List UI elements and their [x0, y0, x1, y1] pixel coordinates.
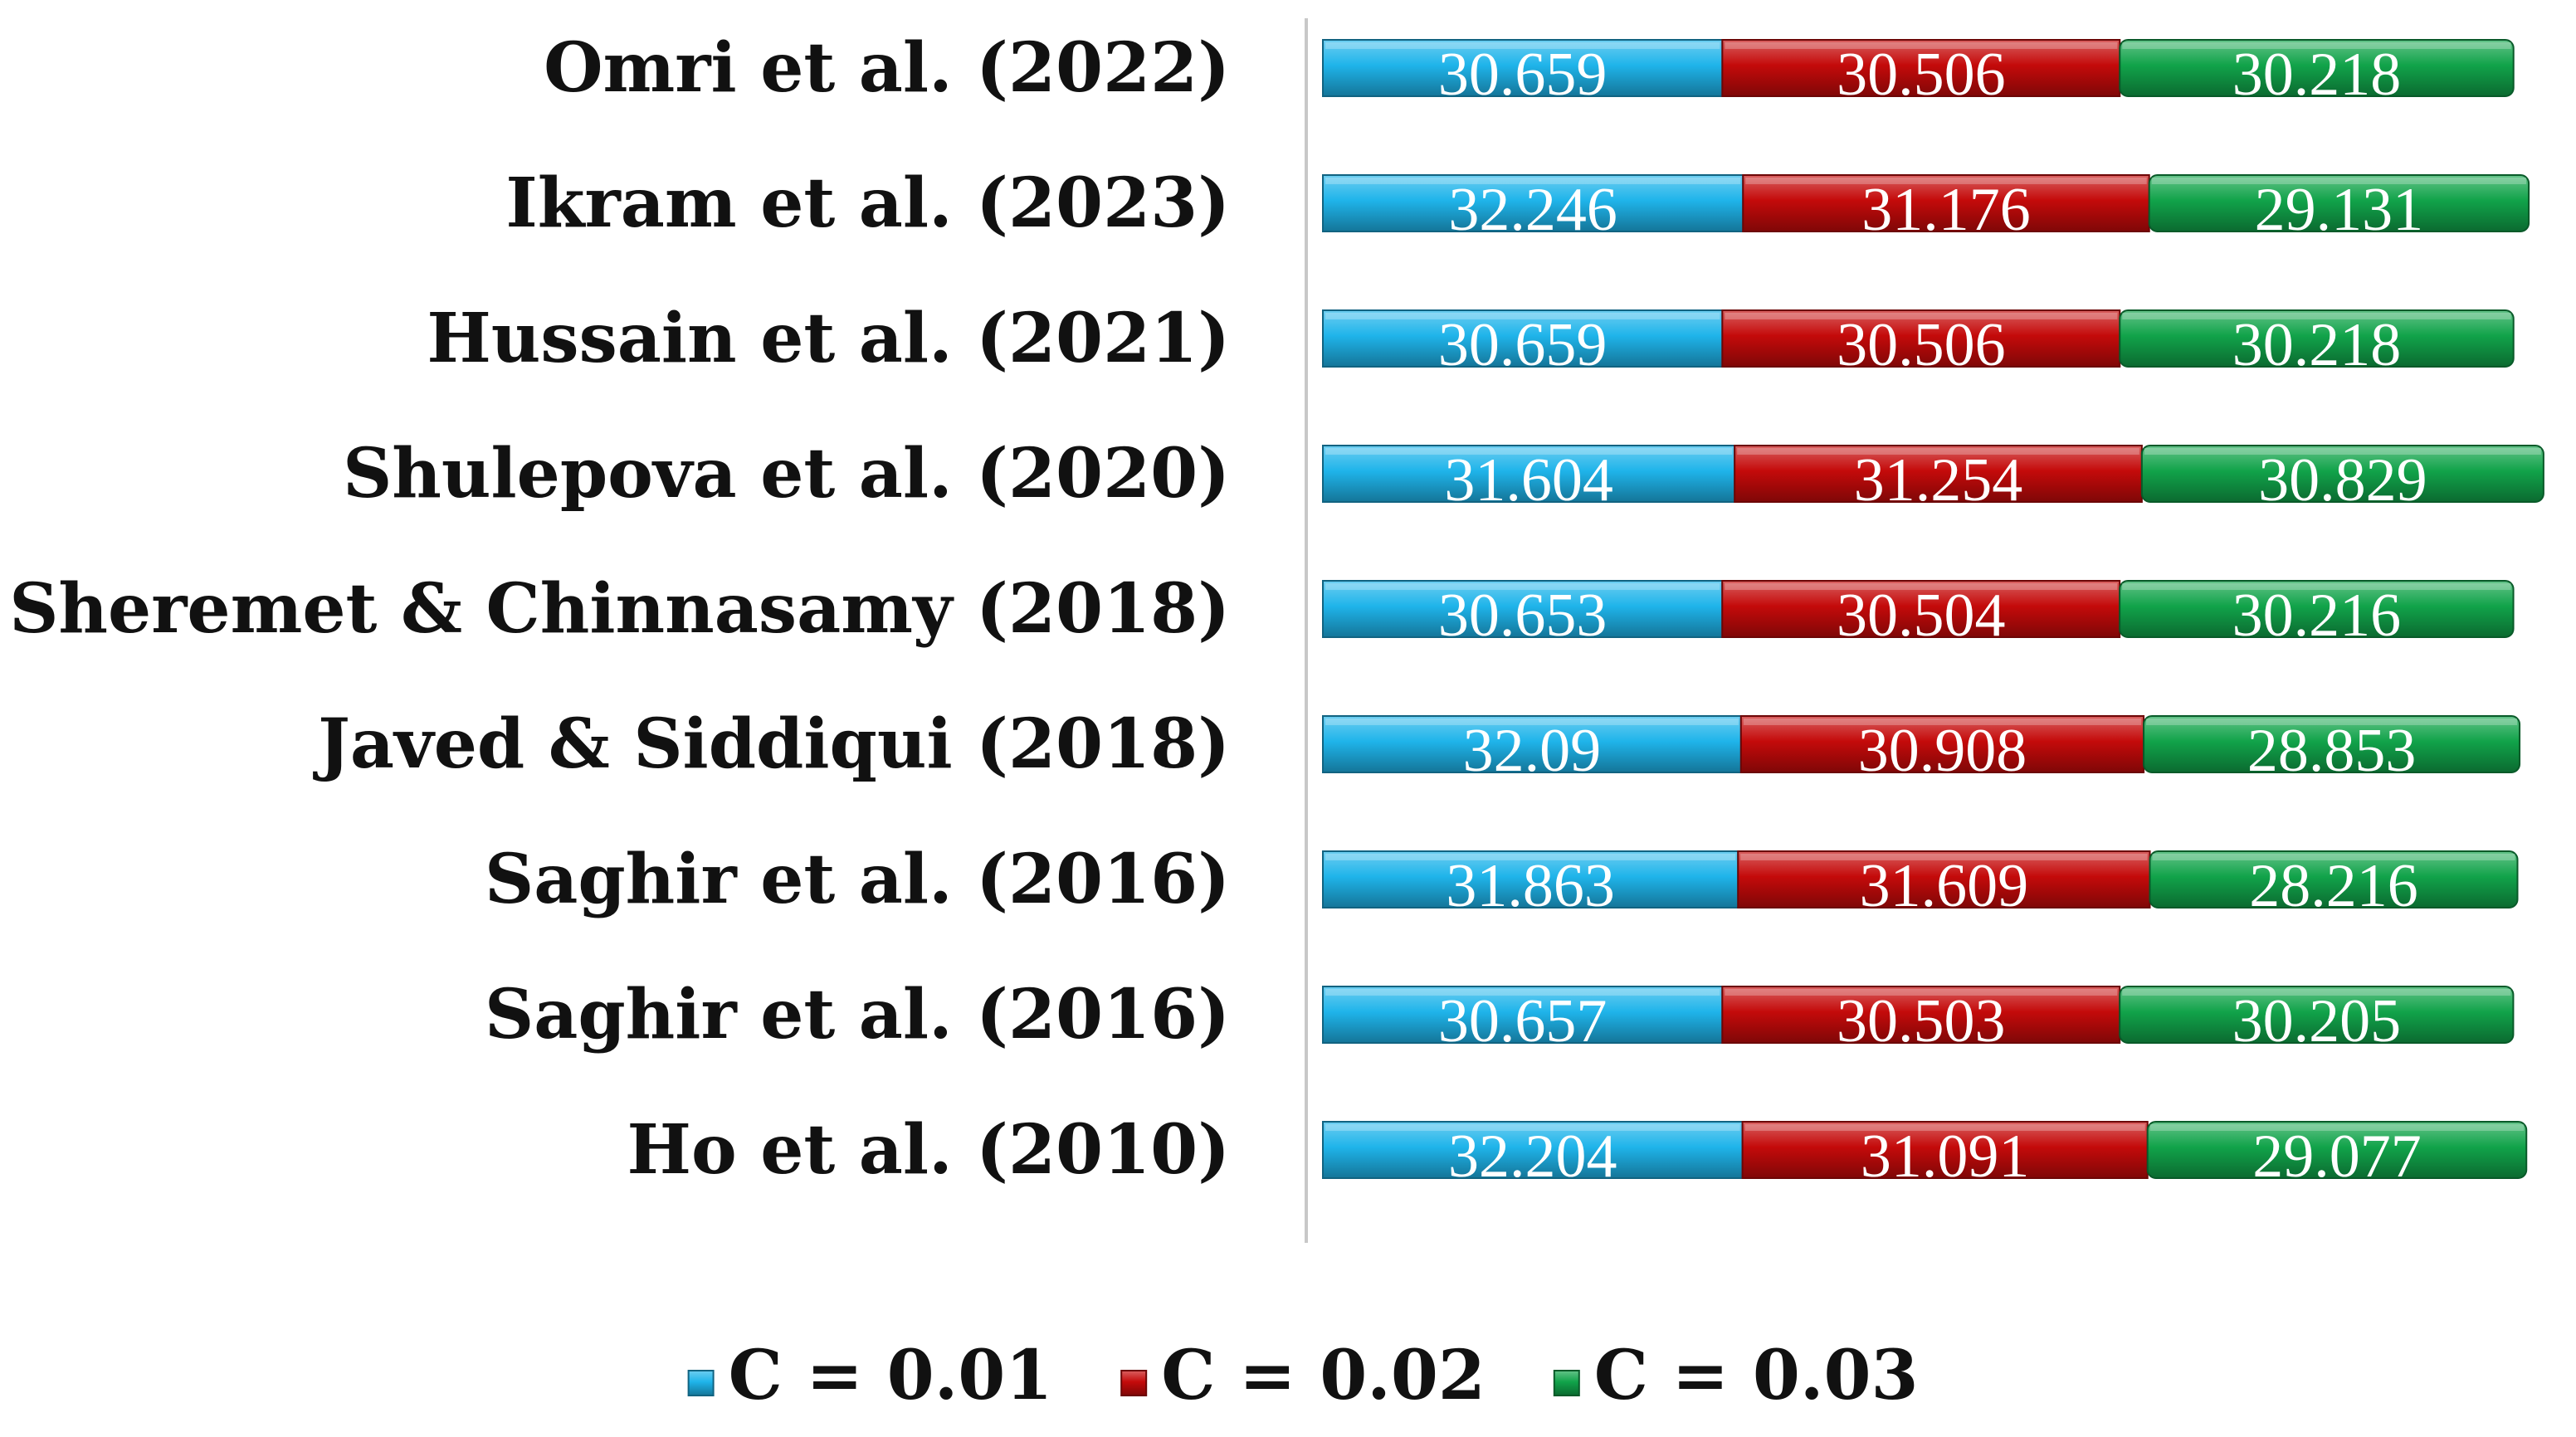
data-label: 29.131 [2255, 176, 2424, 244]
bar-segment [2146, 1121, 2528, 1179]
bar-segment-highlight [1325, 313, 1720, 319]
data-label: 30.504 [1837, 582, 2006, 650]
legend: C = 0.01 C = 0.02 C = 0.03 [687, 1336, 1919, 1415]
bar-segment [1741, 1121, 2149, 1179]
data-label: 31.863 [1446, 852, 1615, 920]
bar-segment [1721, 986, 2121, 1044]
bar-segment [1322, 580, 1724, 638]
data-label: 31.254 [1854, 446, 2023, 514]
bar-segment-highlight [2144, 448, 2541, 455]
bar-segment [2119, 580, 2515, 638]
bar-segment-highlight [2151, 178, 2527, 184]
bar-segment-highlight [1325, 989, 1720, 996]
data-label: 31.091 [1861, 1123, 2030, 1191]
data-label: 30.657 [1438, 987, 1608, 1055]
bar-segment [1322, 850, 1739, 908]
category-labels: Omri et al. (2022) Ikram et al. (2023) Hus… [9, 28, 1230, 1190]
bar-segment [1721, 39, 2121, 97]
bar-segment-highlight [2122, 313, 2511, 319]
data-label: 30.829 [2258, 446, 2427, 514]
bar-segment [2148, 174, 2530, 232]
bar-segment-highlight [2149, 1124, 2525, 1131]
data-label: 30.216 [2232, 582, 2402, 650]
category-label: Hussain et al. (2021) [427, 299, 1230, 378]
bar-segment-highlight [1325, 718, 1739, 725]
data-label: 28.216 [2249, 852, 2418, 920]
category-label: Shulepova et al. (2020) [343, 434, 1230, 514]
bar-segment [1322, 986, 1724, 1044]
legend-label: C = 0.01 [729, 1336, 1053, 1415]
bar-segment-highlight [1325, 42, 1720, 49]
bar-segment-highlight [1325, 583, 1720, 590]
data-label: 30.506 [1837, 311, 2006, 379]
bar-segment-highlight [1743, 718, 2142, 725]
bar-segment [1322, 309, 1724, 368]
category-label: Sheremet & Chinnasamy (2018) [9, 569, 1230, 649]
bar-segment [2119, 986, 2515, 1044]
bar-segment [1322, 715, 1742, 773]
bar-segment-highlight [1325, 178, 1741, 184]
value-labels: 30.659 30.506 30.218 32.246 31.176 29.131 30.6… [1438, 41, 2427, 1191]
bar-segment-highlight [1325, 1124, 1740, 1131]
data-label: 31.604 [1444, 446, 1613, 514]
data-label: 30.908 [1858, 717, 2027, 785]
bar-segment [1721, 309, 2121, 368]
data-label: 30.659 [1438, 41, 1608, 109]
data-label: 32.246 [1448, 176, 1617, 244]
data-label: 32.204 [1448, 1123, 1617, 1191]
category-label: Javed & Siddiqui (2018) [313, 704, 1230, 784]
bar-segment [2119, 309, 2515, 368]
category-label: Saghir et al. (2016) [485, 840, 1230, 919]
bar-segment-highlight [1325, 854, 1736, 860]
data-label: 31.609 [1860, 852, 2029, 920]
legend-swatch [1120, 1370, 1148, 1396]
legend-swatch [687, 1370, 715, 1396]
bar-segment-highlight [1725, 42, 2118, 49]
bar-segment-highlight [2122, 42, 2511, 49]
category-label: Ho et al. (2010) [627, 1110, 1230, 1190]
bar-segment [1734, 445, 2143, 503]
bar-segment-highlight [1740, 854, 2148, 860]
bars [1322, 39, 2544, 1179]
bar-segment-highlight [1745, 178, 2147, 184]
category-label: Saghir et al. (2016) [485, 975, 1230, 1055]
bar-segment-highlight [1725, 989, 2118, 996]
legend-label: C = 0.03 [1594, 1336, 1919, 1415]
bar-segment [2149, 850, 2519, 908]
bar-segment-highlight [1325, 448, 1733, 455]
bar-segment-highlight [2152, 854, 2515, 860]
data-label: 30.503 [1837, 987, 2006, 1055]
data-label: 30.218 [2232, 41, 2402, 109]
bar-segment [1721, 580, 2121, 638]
data-label: 30.506 [1837, 41, 2006, 109]
bar-segment [1322, 1121, 1744, 1179]
data-label: 29.077 [2252, 1123, 2422, 1191]
data-label: 28.853 [2247, 717, 2417, 785]
category-label: Omri et al. (2022) [544, 28, 1230, 108]
data-label: 30.659 [1438, 311, 1608, 379]
category-label: Ikram et al. (2023) [505, 163, 1230, 243]
data-label: 30.218 [2232, 311, 2402, 379]
bar-segment [1322, 174, 1744, 232]
data-label: 32.09 [1463, 717, 1602, 785]
bar-segment-highlight [2146, 718, 2518, 725]
bar-segment-highlight [1737, 448, 2139, 455]
bar-segment-highlight [1744, 1124, 2145, 1131]
legend-label: C = 0.02 [1161, 1336, 1486, 1415]
bar-segment-highlight [1725, 583, 2118, 590]
data-label: 30.653 [1438, 582, 1608, 650]
legend-swatch [1553, 1370, 1580, 1396]
bar-segment [2143, 715, 2521, 773]
bar-segment [1322, 445, 1736, 503]
bar-segment-highlight [1725, 313, 2118, 319]
bar-segment [1737, 850, 2151, 908]
bar-segment-highlight [2122, 989, 2511, 996]
bar-segment-highlight [2122, 583, 2511, 590]
bar-segment [2119, 39, 2515, 97]
bar-segment [2140, 445, 2544, 503]
data-label: 31.176 [1861, 176, 2031, 244]
data-label: 30.205 [2232, 987, 2402, 1055]
